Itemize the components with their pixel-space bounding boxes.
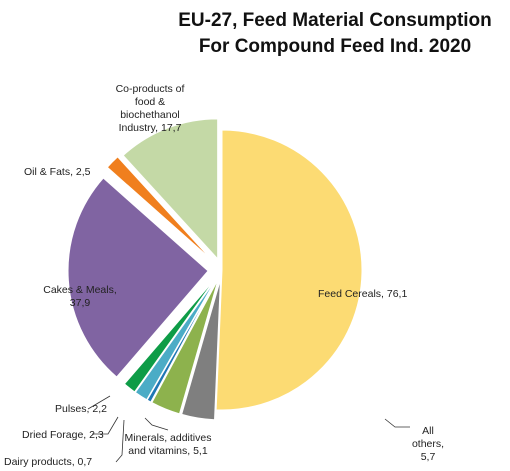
- slice-label-line: 37,9: [70, 297, 91, 309]
- slice-label-line: Feed Cereals, 76,1: [318, 288, 407, 300]
- slice-label: Dairy products, 0,7: [4, 456, 92, 468]
- slice-label-line: Industry, 17,7: [119, 122, 182, 134]
- slice-label-line: Dairy products, 0,7: [4, 456, 92, 468]
- leader-line: [115, 419, 125, 463]
- pie-slice: [181, 279, 221, 421]
- leader-line: [384, 418, 410, 428]
- slice-label-line: Oil & Fats, 2,5: [24, 166, 91, 178]
- slice-label: Feed Cereals, 76,1: [318, 288, 407, 300]
- pie-slice: [134, 278, 218, 401]
- leader-lines: [87, 395, 410, 463]
- pie-slice: [151, 279, 219, 415]
- slice-label-line: Cakes & Meals,: [43, 284, 117, 296]
- slice-label-line: biochethanol: [120, 109, 180, 121]
- leader-line: [87, 395, 111, 410]
- pie-slice: [123, 277, 217, 393]
- slice-label: Pulses, 2,2: [55, 403, 107, 415]
- slice-label: All others, 5,7: [412, 425, 444, 463]
- pie-slice: [67, 177, 209, 378]
- slice-labels: Feed Cereals, 76,1 All others, 5,7 Minerals,…: [4, 83, 444, 468]
- pie-slices: [67, 118, 363, 421]
- slice-label: Minerals, additives and vitamins, 5,1: [125, 432, 212, 457]
- slice-label-line: 5,7: [421, 451, 436, 463]
- slice-label-line: and vitamins, 5,1: [128, 445, 208, 457]
- slice-label-line: Dried Forage, 2,3: [22, 429, 104, 441]
- pie-slice: [146, 278, 218, 403]
- leader-line: [92, 416, 119, 435]
- slice-label: Cakes & Meals, 37,9: [43, 284, 117, 309]
- slice-label-line: Minerals, additives: [125, 432, 212, 444]
- slice-label: Dried Forage, 2,3: [22, 429, 104, 441]
- chart-title: EU-27, Feed Material Consumption For Com…: [150, 8, 510, 60]
- slice-label-line: Pulses, 2,2: [55, 403, 107, 415]
- slice-label-line: food &: [135, 96, 165, 108]
- slice-label: Co-products of food & biochethanol Industry…: [116, 83, 185, 134]
- slice-label: Oil & Fats, 2,5: [24, 166, 91, 178]
- slice-label-line: Co-products of: [116, 83, 185, 95]
- slice-label-line: others,: [412, 438, 444, 450]
- pie-slice: [215, 129, 363, 411]
- chart-title-line-2: For Compound Feed Ind. 2020: [198, 36, 472, 57]
- chart-title-line-1: EU-27, Feed Material Consumption: [178, 10, 492, 31]
- leader-line: [144, 417, 169, 431]
- slice-label-line: All: [422, 425, 434, 437]
- pie-slice: [106, 156, 213, 261]
- pie-slice: [122, 118, 219, 261]
